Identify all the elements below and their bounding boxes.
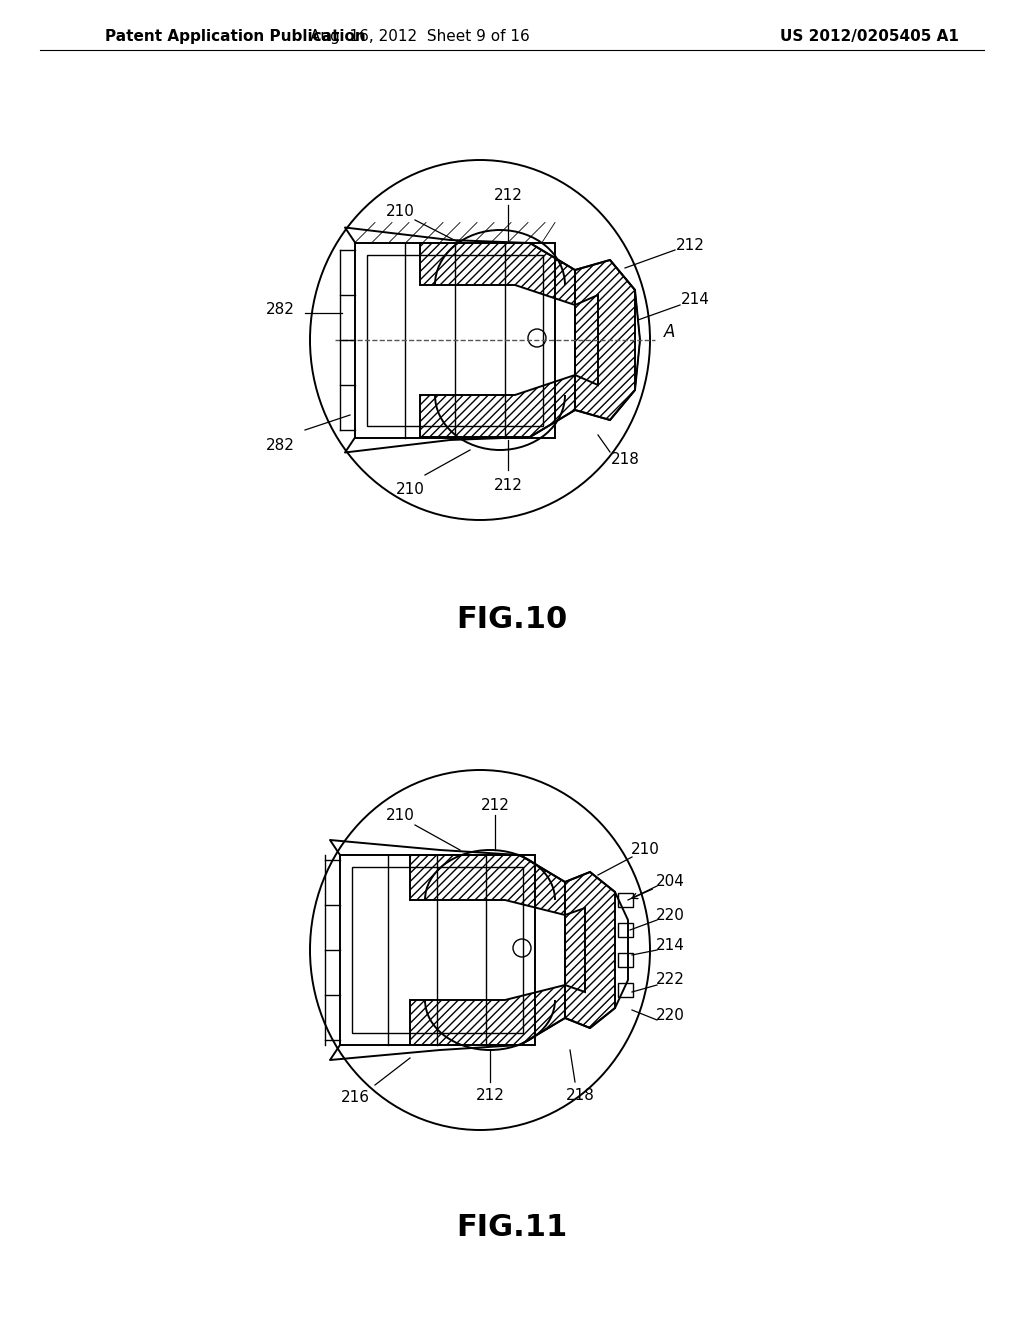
Text: 212: 212 bbox=[494, 478, 522, 492]
Bar bbox=[367, 255, 543, 425]
Text: 212: 212 bbox=[475, 1088, 505, 1102]
Text: A: A bbox=[665, 323, 676, 341]
Text: 282: 282 bbox=[265, 302, 295, 318]
Text: 220: 220 bbox=[655, 1007, 684, 1023]
Text: US 2012/0205405 A1: US 2012/0205405 A1 bbox=[780, 29, 958, 45]
Text: 218: 218 bbox=[610, 453, 639, 467]
Bar bbox=[618, 923, 633, 937]
Text: 210: 210 bbox=[395, 483, 424, 498]
Text: 282: 282 bbox=[265, 437, 295, 453]
Bar bbox=[618, 983, 633, 997]
Text: 212: 212 bbox=[480, 797, 509, 813]
Text: 204: 204 bbox=[655, 874, 684, 890]
Text: 218: 218 bbox=[565, 1088, 595, 1102]
Text: FIG.11: FIG.11 bbox=[457, 1213, 567, 1242]
Text: 212: 212 bbox=[494, 187, 522, 202]
Text: FIG.10: FIG.10 bbox=[457, 606, 567, 635]
Bar bbox=[355, 243, 555, 437]
Text: 212: 212 bbox=[676, 238, 705, 252]
Text: Aug. 16, 2012  Sheet 9 of 16: Aug. 16, 2012 Sheet 9 of 16 bbox=[310, 29, 529, 45]
Bar bbox=[340, 855, 535, 1045]
Text: 210: 210 bbox=[631, 842, 659, 858]
Bar bbox=[352, 867, 523, 1034]
Text: 216: 216 bbox=[341, 1090, 370, 1106]
Text: 220: 220 bbox=[655, 908, 684, 923]
Bar bbox=[618, 894, 633, 907]
Text: Patent Application Publication: Patent Application Publication bbox=[105, 29, 366, 45]
Text: 214: 214 bbox=[655, 937, 684, 953]
Text: 214: 214 bbox=[681, 293, 710, 308]
Text: 210: 210 bbox=[386, 205, 415, 219]
Text: 210: 210 bbox=[386, 808, 415, 824]
Bar bbox=[618, 953, 633, 968]
Text: 222: 222 bbox=[655, 973, 684, 987]
